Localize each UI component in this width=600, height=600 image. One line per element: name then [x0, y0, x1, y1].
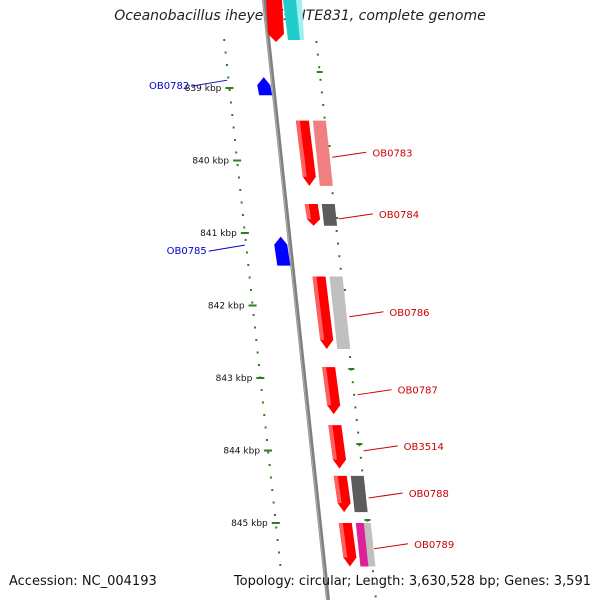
gene-leader-line	[208, 244, 245, 252]
ruler-label: 845 kbp	[231, 519, 268, 529]
gene-leader-line	[349, 311, 384, 318]
ruler-label: 841 kbp	[200, 229, 237, 239]
gene-label: OB0789	[414, 540, 454, 551]
gene-leader-line	[363, 445, 398, 452]
backbone-highlight	[262, 0, 328, 600]
gene-leader-line	[191, 79, 228, 87]
gene-label: OB0787	[398, 386, 438, 397]
gene-leader-line	[374, 543, 409, 550]
gene-label: OB0782	[149, 81, 189, 92]
gene-arrow-shade	[333, 475, 342, 504]
kbp-ruler: 839 kbp 840 kbp 841 kbp 842 kbp 843 kbp 844 k…	[185, 84, 280, 529]
gene-arrow-shade	[338, 523, 348, 558]
gene-ob0785: OB0785	[167, 236, 291, 266]
ruler-label: 839 kbp	[185, 84, 222, 94]
gene-feature-block	[312, 120, 333, 186]
ruler-label: 844 kbp	[223, 447, 260, 457]
ruler-label: 843 kbp	[216, 374, 253, 384]
gene-arrow-shade	[322, 367, 332, 406]
gene-leader-line	[338, 213, 373, 220]
gene-arrow-shade	[312, 276, 325, 340]
genome-backbone	[262, 0, 330, 600]
gene-feature-block	[363, 523, 376, 567]
gene-feature-block	[350, 475, 368, 513]
gene-ob3514: OB3514	[328, 425, 444, 469]
gene-label: OB0786	[389, 308, 429, 319]
ruler-label: 842 kbp	[208, 302, 245, 312]
gene-arrow	[257, 77, 273, 96]
gene-arrow-shade	[304, 204, 312, 220]
gene-features: OB0782 OB0783 OB0784 OB0785 OB0786 OB0787 OB35…	[149, 77, 454, 567]
gene-label: OB0788	[409, 489, 449, 500]
gene-leader-line	[368, 492, 403, 499]
gene-ob0782: OB0782	[149, 77, 273, 96]
gene-arrow-shade	[295, 120, 307, 177]
accession-text: Accession: NC_004193	[9, 574, 157, 589]
gene-leader-line	[332, 151, 367, 158]
gene-feature-block	[321, 204, 338, 226]
gene-ob0787: OB0787	[322, 367, 438, 415]
partial-cyan-highlight	[296, 0, 304, 40]
gene-feature-block	[329, 276, 351, 349]
gene-arrow	[274, 236, 291, 266]
genome-summary-text: Topology: circular; Length: 3,630,528 bp…	[233, 574, 591, 589]
top-partial-features	[266, 0, 304, 42]
gene-leader-line	[357, 389, 392, 396]
gene-label: OB0785	[167, 246, 207, 257]
gene-label: OB0784	[379, 210, 419, 221]
inner-tick-ring	[223, 39, 282, 566]
gene-label: OB3514	[404, 442, 444, 453]
gene-arrow-shade	[328, 425, 337, 460]
gene-ob0788: OB0788	[333, 475, 449, 513]
gene-ob0789: OB0789	[338, 523, 454, 567]
ruler-label: 840 kbp	[192, 157, 229, 167]
backbone-line	[262, 0, 330, 600]
gene-ob0786: OB0786	[312, 276, 430, 349]
gene-ob0783: OB0783	[295, 120, 413, 186]
gene-ob0784: OB0784	[304, 204, 419, 226]
gene-label: OB0783	[372, 148, 412, 159]
partial-forward-gene	[266, 0, 284, 42]
